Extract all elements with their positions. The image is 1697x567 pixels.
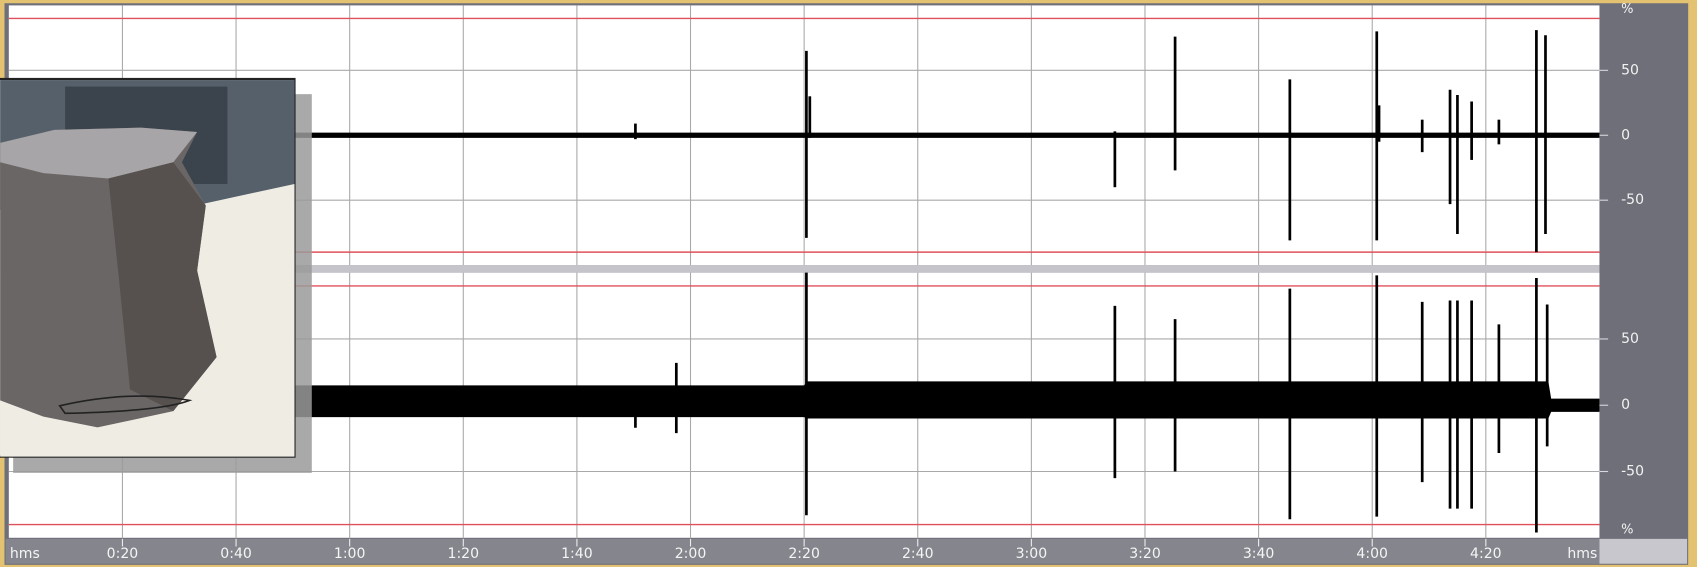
y-tick-label: 0	[1621, 127, 1630, 143]
photo-clip	[58, 395, 193, 415]
x-tick-label: 1:00	[334, 546, 366, 562]
y-tick-label: -50	[1621, 464, 1644, 480]
x-tick-label: 0:20	[107, 546, 139, 562]
y-tick-label: 50	[1621, 331, 1639, 347]
time-axis-bar	[5, 538, 1600, 564]
time-axis: 0:20 0:40 1:00 1:20 1:40 2:00 2:20 2:40 3:00 3:20…	[10, 538, 1597, 562]
noise-envelope	[8, 381, 1600, 419]
x-tick-label: 0:40	[220, 546, 252, 562]
x-tick-label: 3:00	[1016, 546, 1048, 562]
y-tick-label: -50	[1621, 192, 1644, 208]
noise-envelope	[8, 132, 1600, 138]
x-tick-label: 2:00	[675, 546, 707, 562]
photo-inset	[0, 77, 312, 473]
unit-label: %	[1621, 2, 1633, 17]
x-tick-label: 3:40	[1243, 546, 1275, 562]
x-tick-label: 2:20	[788, 546, 820, 562]
photo-rock-side	[108, 162, 217, 412]
track-divider	[8, 265, 1600, 273]
y-tick-label: 50	[1621, 62, 1639, 78]
photo-rock-top	[0, 127, 198, 179]
corner-box	[1599, 538, 1688, 564]
x-tick-label: 4:20	[1470, 546, 1502, 562]
y-tick-label: 0	[1621, 397, 1630, 413]
x-tick-label: 4:00	[1356, 546, 1388, 562]
x-axis-label: hms	[10, 546, 40, 562]
unit-label: %	[1621, 523, 1633, 538]
x-axis-label: hms	[1567, 546, 1597, 562]
x-tick-label: 3:20	[1129, 546, 1161, 562]
x-tick-label: 2:40	[902, 546, 934, 562]
x-tick-label: 1:20	[448, 546, 480, 562]
x-tick-label: 1:40	[561, 546, 593, 562]
